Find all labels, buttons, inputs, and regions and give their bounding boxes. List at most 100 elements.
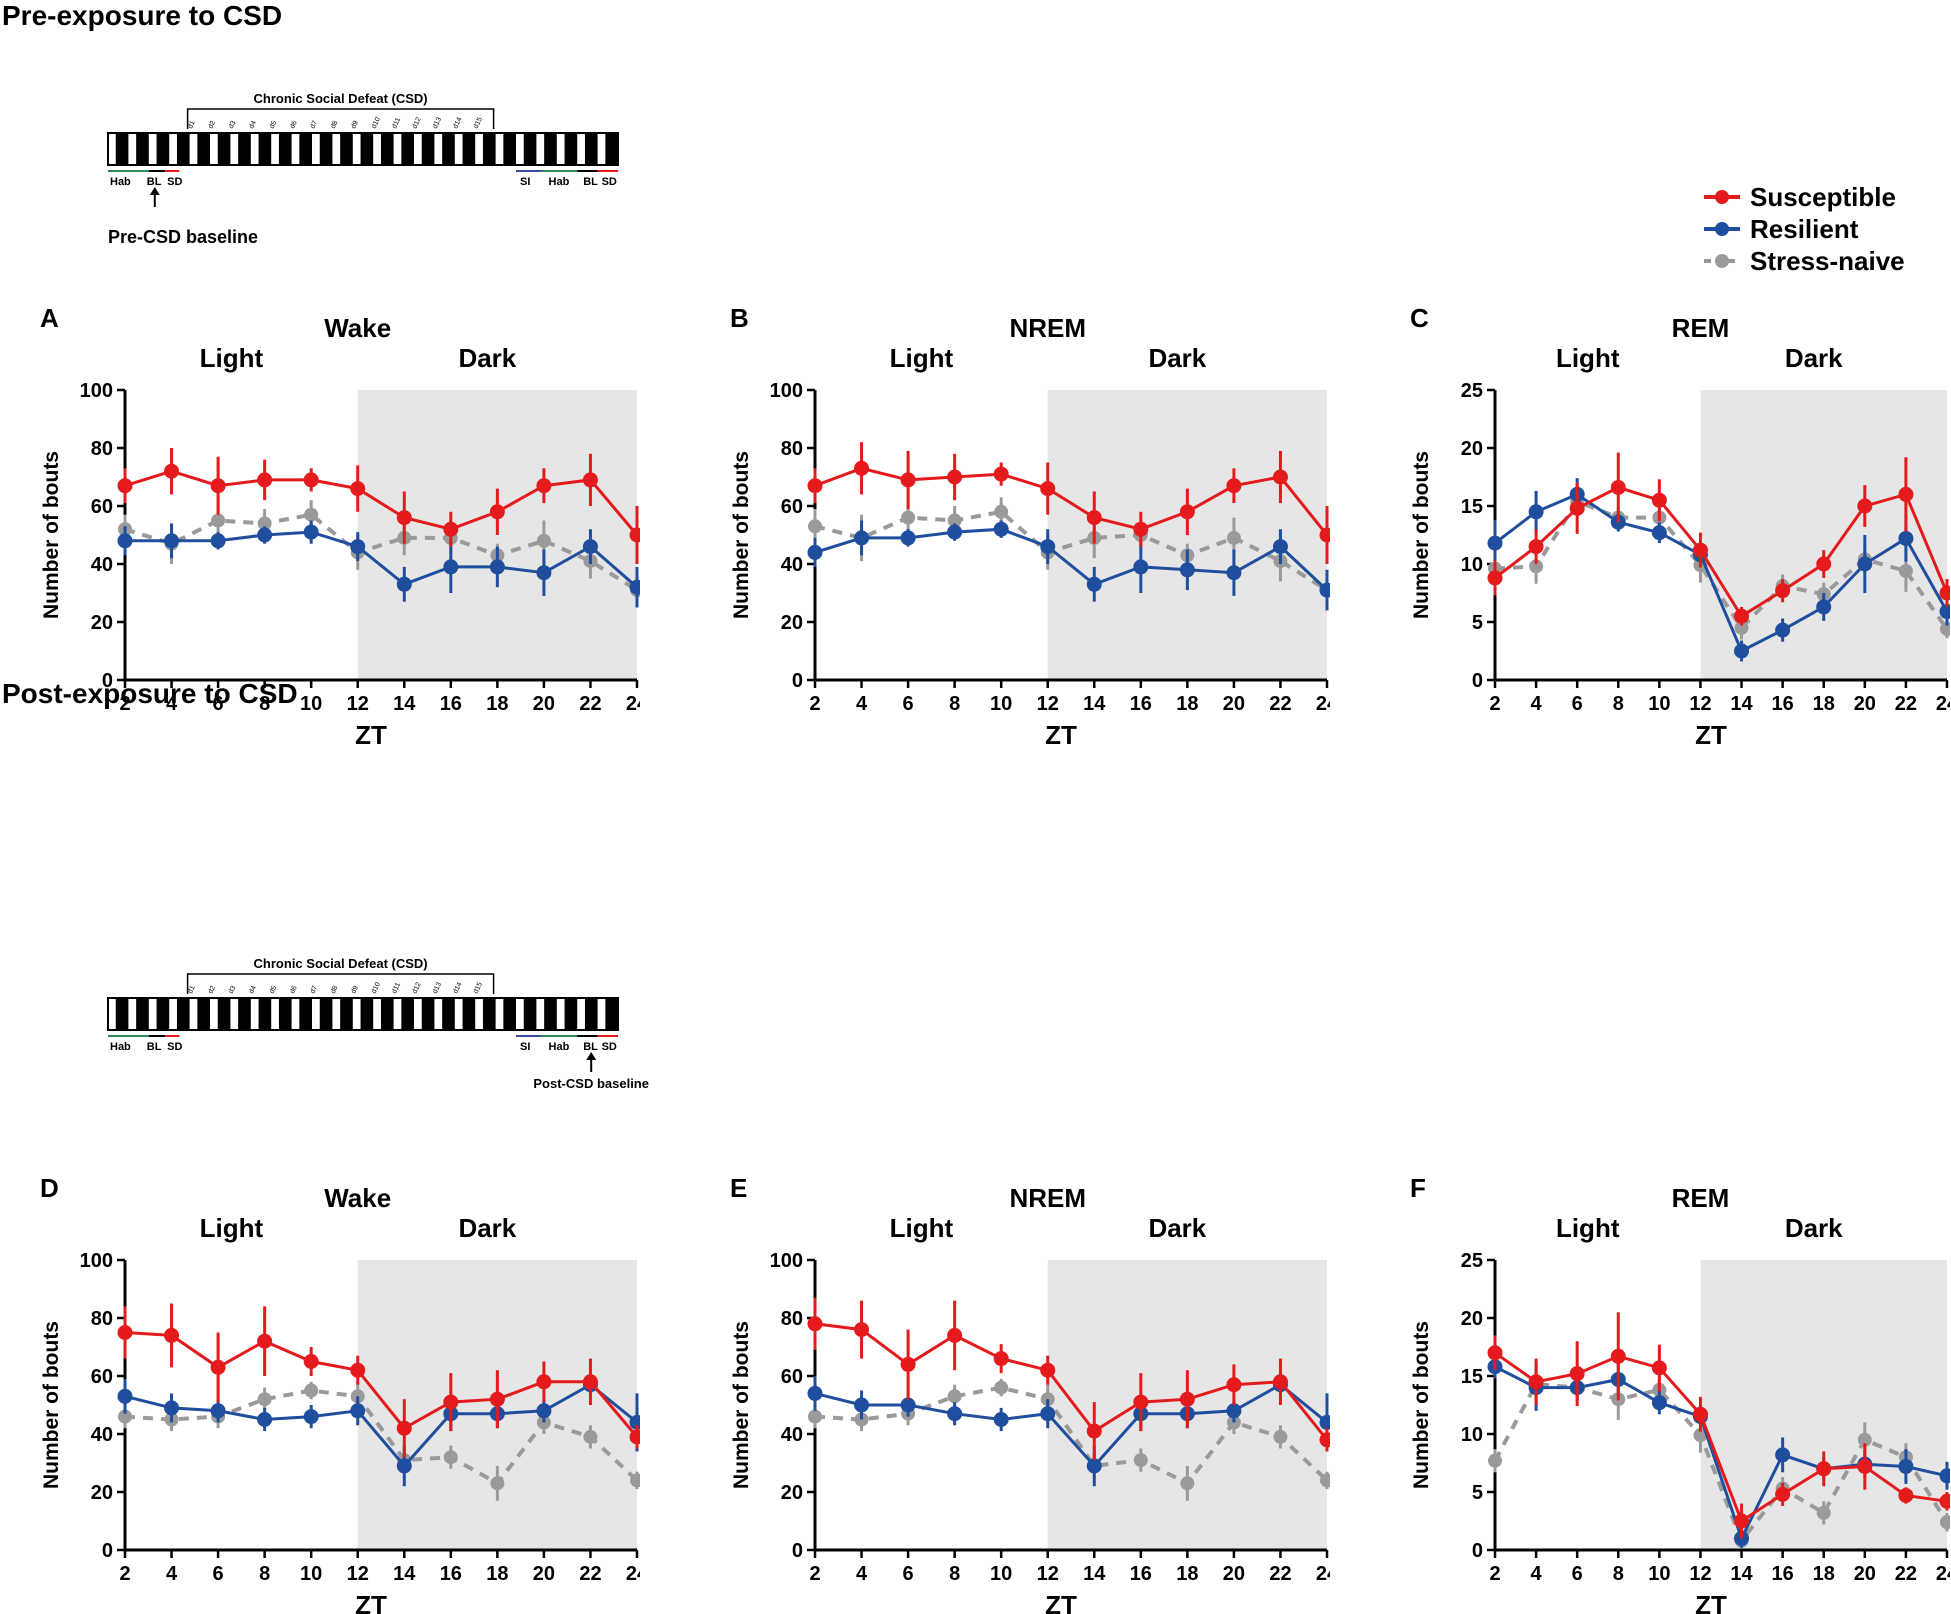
data-point-resilient-zt2: [807, 544, 823, 560]
data-point-resilient-zt10: [303, 1409, 319, 1425]
data-point-resilient-zt6: [900, 530, 916, 546]
data-point-resilient-zt22: [1898, 1458, 1914, 1474]
data-point-susceptible-zt16: [1775, 583, 1791, 599]
phase-label-light: Light: [890, 343, 954, 373]
data-point-resilient-zt20: [1226, 1403, 1242, 1419]
panel-title: Wake: [324, 313, 391, 343]
csd-bracket: [186, 973, 495, 994]
x-tick-label: 10: [300, 1563, 322, 1585]
data-point-resilient-zt8: [257, 1412, 273, 1427]
panel-letter: D: [40, 1173, 59, 1203]
timeline-dark-phase: [564, 133, 578, 165]
data-point-resilient-zt2: [117, 533, 133, 549]
x-tick-label: 4: [856, 1563, 868, 1585]
series-line-resilient: [814, 527, 1329, 592]
y-tick-label: 0: [102, 670, 113, 692]
data-point-stress-naive-zt6: [901, 510, 916, 525]
x-tick-label: 14: [393, 1563, 416, 1585]
data-point-stress-naive-zt6: [211, 513, 226, 528]
x-axis-label: ZT: [355, 1590, 387, 1614]
day-label-d6: d6: [289, 985, 299, 995]
x-tick-label: 6: [213, 1563, 224, 1585]
timeline-dark-phase: [462, 998, 476, 1030]
day-label-d14: d14: [452, 116, 463, 130]
x-tick-label: 4: [856, 693, 868, 715]
data-point-resilient-zt24: [1319, 1414, 1330, 1430]
x-tick-label: 16: [1130, 1563, 1152, 1585]
phase-label-light: Light: [200, 343, 264, 373]
series-susceptible: [1487, 1312, 1950, 1539]
panel-title: REM: [1672, 1183, 1730, 1213]
data-point-stress-naive-zt4: [1529, 559, 1544, 574]
legend-item-resilient: Resilient: [1702, 214, 1942, 244]
series-line-susceptible: [124, 469, 639, 536]
data-point-resilient-zt18: [489, 559, 505, 575]
csd-bracket-label: Chronic Social Defeat (CSD): [254, 91, 428, 106]
data-point-resilient-zt22: [1898, 530, 1914, 546]
x-tick-label: 22: [1895, 1563, 1917, 1585]
data-point-susceptible-zt20: [1226, 478, 1242, 494]
data-point-resilient-zt12: [350, 1403, 366, 1419]
timeline-dark-phase: [584, 998, 598, 1030]
data-point-susceptible-zt18: [1179, 504, 1195, 520]
panel-letter: A: [40, 303, 59, 333]
phase-label-right-hab: Hab: [549, 1041, 570, 1053]
y-axis-label: Number of bouts: [1410, 1321, 1433, 1489]
x-tick-label: 8: [949, 1563, 960, 1585]
data-point-resilient-zt10: [993, 521, 1009, 537]
y-tick-label: 40: [91, 554, 113, 576]
data-point-susceptible-zt16: [443, 521, 459, 537]
x-tick-label: 4: [166, 1563, 178, 1585]
phase-label-right-si: SI: [520, 176, 530, 188]
data-point-susceptible-zt4: [1528, 1374, 1544, 1390]
y-tick-label: 10: [1461, 1424, 1483, 1446]
timeline-dark-phase: [442, 998, 455, 1030]
data-point-stress-naive-zt20: [1226, 1415, 1241, 1430]
data-point-susceptible-zt4: [164, 1327, 180, 1343]
panel-letter: E: [730, 1173, 747, 1203]
day-label-d8: d8: [330, 120, 340, 130]
x-tick-label: 10: [1648, 1563, 1670, 1585]
data-point-resilient-zt14: [1086, 576, 1102, 592]
baseline-arrow-icon: [149, 187, 160, 195]
day-label-d12: d12: [411, 981, 422, 995]
timeline-dark-phase: [238, 998, 251, 1030]
y-tick-label: 20: [91, 612, 113, 634]
timeline-dark-phase: [421, 998, 435, 1030]
data-point-stress-naive-zt12: [1040, 1392, 1055, 1407]
data-point-resilient-zt16: [1775, 1447, 1791, 1463]
phase-label-left-hab: Hab: [110, 1041, 131, 1053]
y-tick-label: 80: [781, 438, 803, 460]
data-point-susceptible-zt24: [1319, 1432, 1330, 1448]
y-tick-label: 100: [770, 380, 803, 402]
timeline-dark-phase: [238, 133, 251, 165]
panel-title: NREM: [1009, 1183, 1086, 1213]
data-point-resilient-zt4: [854, 1397, 870, 1413]
data-point-susceptible-zt14: [1734, 608, 1750, 624]
x-tick-label: 24: [1316, 1563, 1330, 1585]
timeline-dark-phase: [503, 998, 516, 1030]
timeline-dark-phase: [319, 998, 333, 1030]
y-tick-label: 40: [781, 1424, 803, 1446]
x-tick-label: 6: [1572, 693, 1583, 715]
phase-label-light: Light: [1556, 343, 1620, 373]
y-tick-label: 80: [781, 1308, 803, 1330]
y-tick-label: 20: [1461, 1308, 1483, 1330]
x-tick-label: 24: [1316, 693, 1330, 715]
y-tick-label: 5: [1472, 1482, 1483, 1504]
timeline-dark-phase: [217, 133, 231, 165]
x-tick-label: 2: [119, 693, 130, 715]
x-tick-label: 12: [1037, 693, 1059, 715]
data-point-susceptible-zt12: [1692, 1406, 1708, 1422]
series-susceptible: [807, 1297, 1330, 1461]
data-point-resilient-zt2: [1487, 535, 1503, 551]
x-tick-label: 2: [809, 693, 820, 715]
data-point-susceptible-zt8: [947, 1327, 963, 1343]
timeline-dark-phase: [605, 998, 618, 1030]
data-point-susceptible-zt10: [993, 1351, 1009, 1367]
data-point-resilient-zt24: [1319, 582, 1330, 598]
timeline-dark-phase: [380, 133, 394, 165]
series-line-susceptible: [814, 466, 1329, 536]
